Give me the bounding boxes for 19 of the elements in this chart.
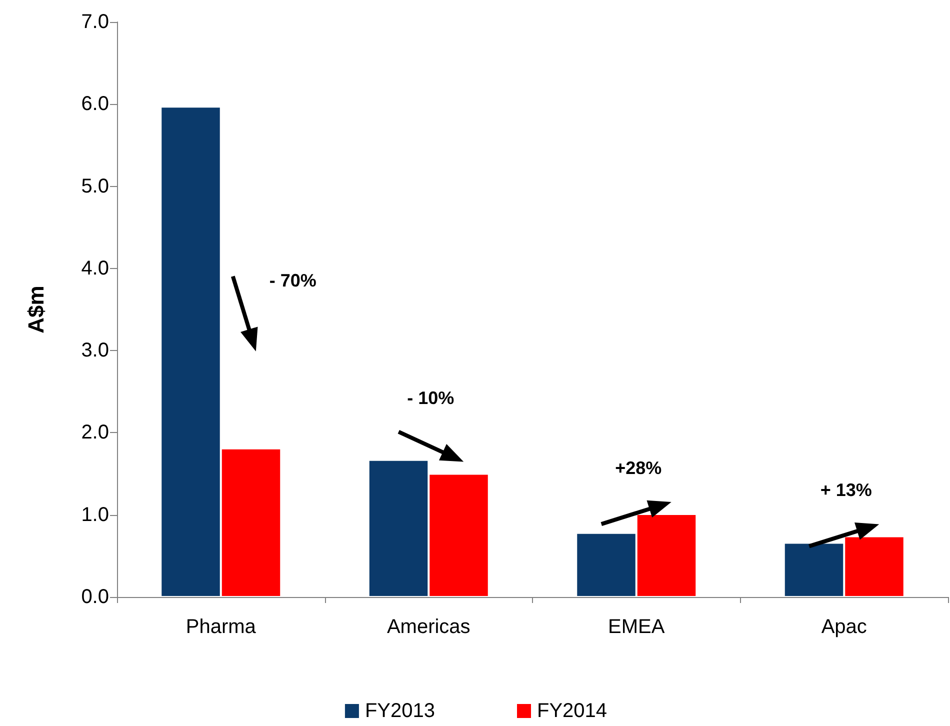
x-tick-label: Pharma bbox=[186, 616, 257, 638]
x-tick-label: EMEA bbox=[608, 616, 666, 638]
annotation: +28% bbox=[615, 458, 662, 478]
y-tick-label: 0.0 bbox=[81, 586, 109, 608]
y-tick-label: 4.0 bbox=[81, 257, 109, 280]
annotation: + 13% bbox=[820, 480, 872, 500]
y-tick-label: 3.0 bbox=[81, 340, 109, 362]
legend-label: FY2013 bbox=[364, 700, 436, 722]
y-axis-title: A$m bbox=[24, 286, 48, 334]
x-tick-label: Apac bbox=[821, 616, 867, 638]
legend-label: FY2014 bbox=[537, 700, 608, 722]
x-tick-label: Americas bbox=[386, 616, 470, 638]
annotation: - 10% bbox=[407, 388, 454, 408]
y-tick-label: 7.0 bbox=[81, 11, 109, 33]
y-tick-label: 2.0 bbox=[81, 422, 109, 444]
y-tick-label: 5.0 bbox=[81, 175, 109, 198]
y-tick-label: 1.0 bbox=[81, 504, 109, 526]
annotation: - 70% bbox=[269, 270, 316, 290]
y-tick-label: 6.0 bbox=[81, 93, 109, 116]
